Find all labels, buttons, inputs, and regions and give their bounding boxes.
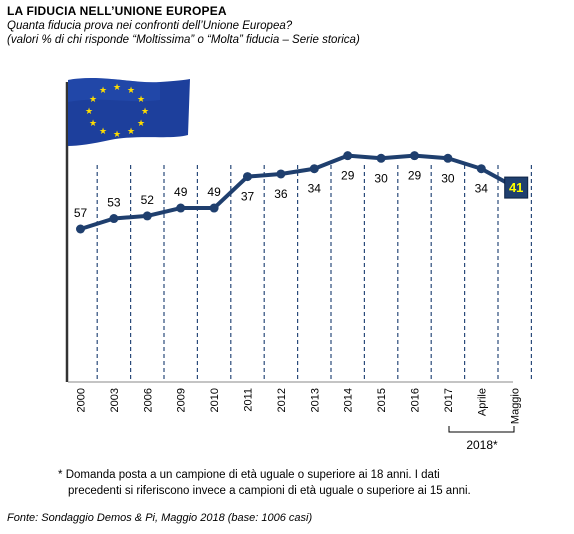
data-point [476, 164, 486, 174]
data-point [276, 169, 286, 179]
chart-note: (valori % di chi risponde “Moltissima” o… [7, 34, 360, 46]
data-label-highlight: 41 [509, 180, 523, 195]
x-tick-label: 2011 [243, 388, 255, 412]
data-label: 49 [174, 185, 188, 199]
x-tick-label: 2013 [309, 388, 321, 412]
data-point [410, 151, 419, 161]
data-point [376, 153, 386, 163]
data-label: 36 [274, 187, 288, 201]
data-point [343, 151, 353, 161]
svg-text:★: ★ [89, 95, 97, 105]
data-point [109, 214, 119, 224]
x-tick-label: 2009 [176, 388, 188, 412]
data-point [176, 203, 186, 213]
year-group-bracket: 2018* [448, 426, 515, 452]
data-point [142, 211, 152, 221]
x-tick-label: 2015 [376, 388, 388, 412]
data-label: 57 [74, 206, 88, 220]
chart-title: LA FIDUCIA NELL’UNIONE EUROPEA [7, 4, 227, 18]
data-label: 29 [341, 169, 355, 183]
x-tick-label: 2017 [443, 388, 455, 412]
footnote-marker: * [58, 469, 63, 481]
data-point [309, 164, 319, 174]
data-label: 29 [408, 169, 422, 183]
svg-text:★: ★ [89, 119, 97, 129]
data-label: 34 [308, 182, 322, 196]
data-label: 34 [475, 182, 489, 196]
footnote-line-2: precedenti si riferiscono invece a campi… [68, 485, 471, 497]
x-tick-label: Maggio [510, 388, 522, 424]
data-label: 52 [141, 193, 155, 207]
footnote-line-1: Domanda posta a un campione di età ugual… [65, 469, 440, 481]
x-tick-label: 2014 [343, 388, 355, 412]
data-point [243, 172, 252, 182]
data-label: 37 [241, 190, 255, 204]
series-line [78, 153, 517, 231]
x-tick-label: 2003 [109, 388, 121, 412]
svg-text:★: ★ [127, 127, 135, 137]
svg-text:★: ★ [137, 119, 145, 129]
x-tick-label: 2000 [76, 388, 88, 412]
group-label-2018: 2018* [466, 438, 498, 452]
data-label: 49 [207, 185, 221, 199]
x-tick-label: 2010 [209, 388, 221, 412]
data-point [76, 224, 85, 234]
x-tick-label: 2016 [410, 388, 422, 412]
x-tick-label: 2012 [276, 388, 288, 412]
svg-text:★: ★ [99, 86, 107, 96]
data-label: 30 [441, 171, 455, 185]
svg-text:★: ★ [85, 107, 93, 117]
svg-text:★: ★ [127, 86, 135, 96]
data-point [443, 153, 453, 163]
data-point [209, 203, 219, 213]
footnote: * Domanda posta a un campione di età ugu… [58, 467, 558, 499]
data-label: 30 [374, 171, 388, 185]
chart-subtitle: Quanta fiducia prova nei confronti dell’… [7, 20, 293, 32]
svg-text:★: ★ [99, 127, 107, 137]
svg-text:★: ★ [141, 107, 149, 117]
highlight-box [504, 176, 529, 199]
x-tick-label: 2006 [142, 388, 154, 412]
svg-text:★: ★ [137, 95, 145, 105]
svg-text:★: ★ [113, 83, 121, 93]
data-label: 53 [107, 196, 121, 210]
source-note: Fonte: Sondaggio Demos & Pi, Maggio 2018… [7, 512, 313, 524]
x-tick-label: Aprile [476, 388, 488, 416]
svg-text:★: ★ [113, 130, 121, 140]
eu-flag-icon: ★ ★ ★ ★ ★ ★ ★ ★ ★ ★ ★ ★ [65, 78, 190, 382]
